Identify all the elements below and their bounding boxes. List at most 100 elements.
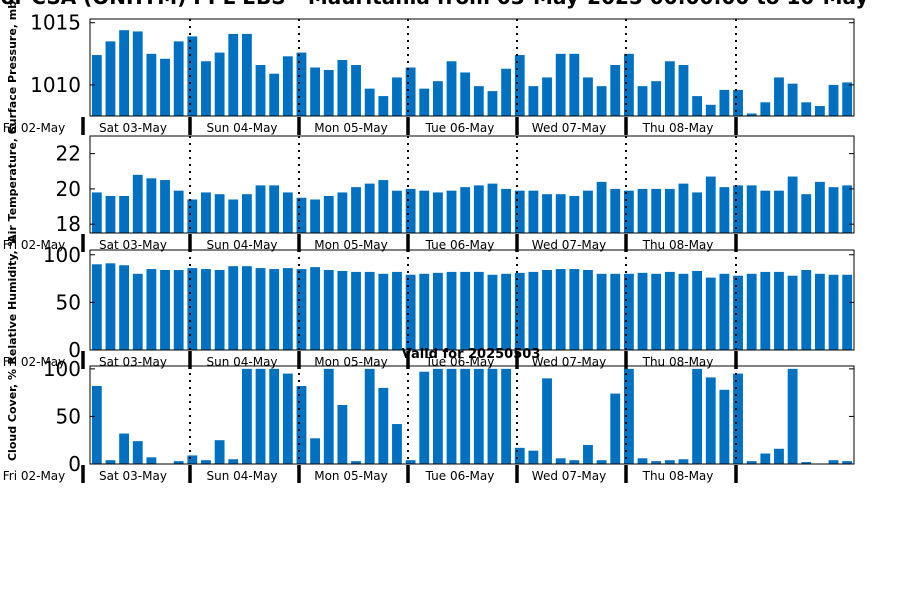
bar	[623, 273, 634, 350]
bar	[514, 272, 525, 350]
x-tick-label: Sun 04-May	[206, 469, 277, 483]
bar	[555, 53, 566, 116]
bar	[214, 440, 225, 464]
bar	[501, 368, 512, 464]
x-tick-label: Mon 05-May	[314, 238, 388, 252]
bar	[255, 268, 266, 350]
bar	[719, 89, 730, 116]
bar	[323, 195, 334, 233]
x-tick-label: Fri 02-May	[3, 238, 66, 252]
bar	[296, 385, 307, 464]
bar	[828, 84, 839, 116]
bar	[678, 65, 689, 116]
plot-frame	[89, 18, 855, 117]
bar	[132, 31, 143, 116]
bar	[119, 30, 130, 116]
bar	[310, 438, 321, 464]
bar	[119, 195, 130, 233]
x-tick-label: Sat 03-May	[99, 355, 167, 369]
bar	[228, 459, 239, 464]
bar	[801, 194, 812, 233]
bar	[651, 273, 662, 350]
x-tick-label: Mon 05-May	[314, 469, 388, 483]
bar	[269, 185, 280, 233]
bar	[555, 458, 566, 464]
x-tick-label: Tue 06-May	[425, 238, 495, 252]
bar	[364, 183, 375, 233]
bar	[91, 264, 102, 350]
y-tick-label: 100	[43, 357, 81, 381]
bar	[623, 190, 634, 233]
bar	[528, 450, 539, 464]
bar	[119, 433, 130, 464]
bar	[419, 88, 430, 116]
bar	[460, 368, 471, 464]
bar	[337, 192, 348, 233]
bar	[405, 188, 416, 233]
bar	[446, 61, 457, 116]
bar	[733, 373, 743, 464]
x-tick-label: Thu 08-May	[642, 121, 714, 135]
bar	[610, 273, 621, 350]
bar	[473, 368, 484, 464]
bar	[378, 96, 389, 116]
bar	[214, 270, 225, 350]
y-axis-label: Relative Humidity, %	[6, 235, 19, 364]
bar	[282, 373, 293, 464]
bar	[241, 194, 252, 233]
bar	[801, 462, 812, 464]
bar	[623, 53, 634, 116]
bar	[91, 385, 102, 464]
bar	[705, 176, 716, 233]
bar	[187, 199, 198, 233]
bar	[337, 405, 348, 464]
bar	[637, 458, 648, 464]
bar	[555, 269, 566, 350]
bar	[637, 188, 648, 233]
bar	[228, 33, 239, 116]
bar	[392, 271, 402, 350]
bar	[719, 273, 730, 350]
bar	[473, 185, 484, 233]
bar	[760, 102, 771, 116]
bar	[514, 447, 525, 464]
bar	[692, 96, 703, 116]
bar	[446, 271, 457, 350]
y-axis-label: Surface Pressure, mb	[6, 1, 19, 134]
x-tick-label: Fri 02-May	[3, 469, 66, 483]
bar	[760, 453, 771, 464]
bar	[528, 86, 539, 116]
bar	[214, 52, 225, 116]
bar	[814, 273, 825, 350]
bar	[187, 268, 198, 350]
bar	[705, 104, 716, 116]
x-tick-label: Fri 02-May	[3, 355, 66, 369]
bar	[269, 269, 280, 350]
bar	[528, 190, 539, 233]
bar	[705, 277, 716, 350]
bar	[173, 461, 184, 464]
bar	[310, 199, 321, 233]
bar	[542, 77, 552, 116]
bar	[105, 195, 116, 233]
bar	[378, 273, 389, 350]
bar	[378, 180, 389, 233]
bar	[364, 88, 375, 116]
bar	[692, 270, 703, 350]
bar	[542, 194, 552, 233]
x-tick-label: Wed 07-May	[532, 355, 606, 369]
bar	[501, 188, 512, 233]
bar	[569, 53, 580, 116]
x-tick-label: Wed 07-May	[532, 121, 606, 135]
bar	[501, 68, 512, 116]
bar	[569, 195, 580, 233]
bar	[419, 190, 430, 233]
bar	[705, 377, 716, 464]
bar	[760, 190, 771, 233]
x-tick-label: Mon 05-May	[314, 121, 388, 135]
bar	[119, 265, 130, 350]
bar	[446, 190, 457, 233]
bar	[132, 174, 143, 233]
bar	[583, 77, 593, 116]
bar	[105, 41, 116, 116]
